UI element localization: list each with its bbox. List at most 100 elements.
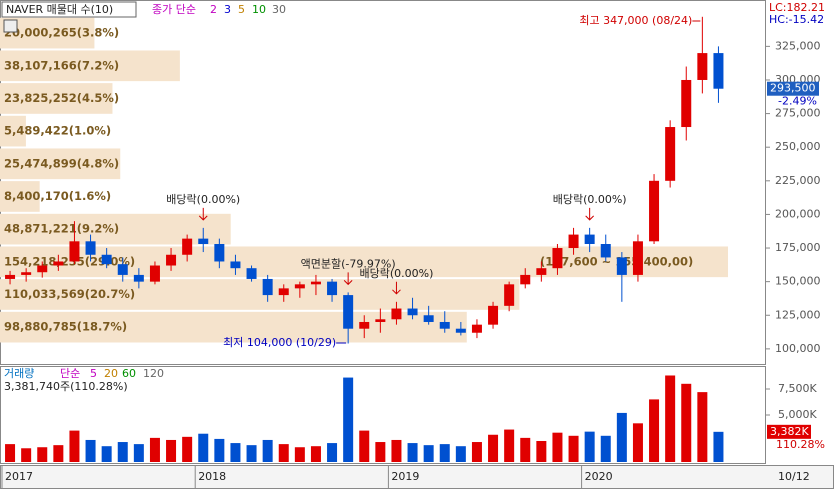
volume-last: 3,382K bbox=[770, 425, 809, 438]
candle-body bbox=[552, 248, 563, 269]
volume-bar bbox=[584, 431, 595, 462]
y-tick-label: 125,000 bbox=[775, 308, 821, 321]
y-tick-label: 250,000 bbox=[775, 140, 821, 153]
event-label: 배당락(0.00%) bbox=[360, 267, 434, 280]
volume-bar bbox=[391, 439, 402, 462]
volume-profile-label: 25,474,899(4.8%) bbox=[4, 156, 119, 170]
candle-body bbox=[455, 328, 466, 333]
volume-bar bbox=[69, 430, 80, 462]
volume-bar bbox=[133, 444, 144, 462]
candle-body bbox=[568, 234, 579, 249]
volume-bar bbox=[632, 423, 643, 462]
candle-body bbox=[262, 278, 273, 296]
volume-ma: 20 bbox=[104, 367, 118, 380]
candle-body bbox=[149, 265, 160, 282]
candle-body bbox=[53, 261, 64, 266]
event-arrow bbox=[585, 207, 595, 221]
volume-bar bbox=[37, 447, 48, 462]
volume-profile-label: 48,871,221(9.2%) bbox=[4, 222, 119, 236]
volume-title: 거래량 bbox=[4, 367, 34, 380]
candle-body bbox=[246, 268, 257, 279]
candle-body bbox=[214, 244, 225, 262]
volume-profile-bar bbox=[0, 311, 467, 343]
candle-body bbox=[359, 321, 370, 329]
volume-profile-bar bbox=[0, 279, 520, 310]
volume-bar bbox=[681, 383, 692, 462]
volume-bar bbox=[375, 442, 386, 462]
event-arrow bbox=[198, 207, 208, 221]
ma-period: 2 bbox=[210, 3, 217, 16]
volume-profile-bar bbox=[0, 213, 231, 245]
candle-body bbox=[327, 281, 338, 296]
candle-body bbox=[166, 254, 177, 266]
volume-bar bbox=[117, 442, 128, 462]
table-icon[interactable] bbox=[3, 19, 18, 33]
candle-body bbox=[488, 305, 499, 325]
candle-body bbox=[278, 288, 289, 296]
volume-bar bbox=[616, 412, 627, 462]
x-tick-label: 2019 bbox=[391, 470, 419, 483]
volume-bar bbox=[568, 435, 579, 462]
volume-profile-label: 5,489,422(1.0%) bbox=[4, 124, 111, 138]
y-tick-label: 100,000 bbox=[775, 342, 821, 355]
candle-body bbox=[310, 281, 321, 285]
volume-last-ratio: 110.28% bbox=[776, 438, 825, 451]
volume-last-box bbox=[767, 424, 811, 439]
volume-bar bbox=[439, 444, 450, 462]
y-tick-label: 200,000 bbox=[775, 207, 821, 220]
y-tick-label: 275,000 bbox=[775, 107, 821, 120]
volume-bar bbox=[5, 444, 16, 462]
event-label: 액면분할(-79.97%) bbox=[301, 257, 396, 270]
last-price: 293,500 bbox=[770, 82, 816, 95]
volume-profile-label: 23,825,252(4.5%) bbox=[4, 91, 119, 105]
volume-bar bbox=[21, 448, 32, 462]
date-end: 10/12 bbox=[778, 470, 810, 483]
ma-period: 10 bbox=[252, 3, 266, 16]
candle-body bbox=[21, 272, 32, 275]
volume-bar bbox=[198, 433, 209, 462]
volume-ma-label: 단순 bbox=[60, 367, 80, 380]
y-tick-label: 150,000 bbox=[775, 275, 821, 288]
range-note: (177,600 ~ 155,400,00) bbox=[540, 254, 693, 268]
volume-bar bbox=[455, 446, 466, 462]
volume-ma: 120 bbox=[143, 367, 164, 380]
candle-body bbox=[471, 324, 482, 333]
title-box bbox=[1, 1, 137, 18]
title: NAVER 매물대 수(10) bbox=[6, 3, 113, 16]
volume-bar bbox=[649, 399, 660, 462]
volume-ma: 5 bbox=[90, 367, 97, 380]
volume-profile-label: 38,107,166(7.2%) bbox=[4, 58, 119, 72]
volume-y-tick-label: 5,000K bbox=[778, 408, 817, 421]
volume-bar bbox=[504, 429, 515, 462]
candle-body bbox=[584, 234, 595, 244]
candle-body bbox=[375, 319, 386, 322]
event-label: 배당락(0.00%) bbox=[166, 193, 240, 206]
candle-body bbox=[713, 53, 724, 89]
y-tick-label: 225,000 bbox=[775, 174, 821, 187]
candle-body bbox=[697, 53, 708, 80]
high-note: 최고 347,000 (08/24) bbox=[579, 14, 692, 27]
event-label: 배당락(0.00%) bbox=[553, 193, 627, 206]
ma-period: 5 bbox=[238, 3, 245, 16]
volume-profile-bar bbox=[0, 148, 121, 180]
low-note: 최저 104,000 (10/29) bbox=[223, 336, 336, 349]
volume-profile-bar bbox=[0, 83, 113, 114]
volume-bar bbox=[600, 435, 611, 462]
volume-profile-bar bbox=[0, 50, 180, 82]
volume-bar bbox=[182, 436, 193, 462]
volume-bar bbox=[423, 445, 434, 462]
candle-body bbox=[600, 244, 611, 258]
volume-bar bbox=[520, 437, 531, 462]
y-tick-label: 175,000 bbox=[775, 241, 821, 254]
lc: LC:182.21 bbox=[769, 1, 825, 14]
candle-body bbox=[294, 284, 305, 289]
candle-body bbox=[536, 268, 547, 275]
volume-bar bbox=[230, 443, 241, 462]
candle-body bbox=[117, 264, 128, 275]
event-arrow bbox=[343, 272, 353, 286]
x-tick-label: 2020 bbox=[585, 470, 613, 483]
hc: HC:-15.42 bbox=[769, 13, 824, 26]
volume-bar bbox=[665, 375, 676, 462]
